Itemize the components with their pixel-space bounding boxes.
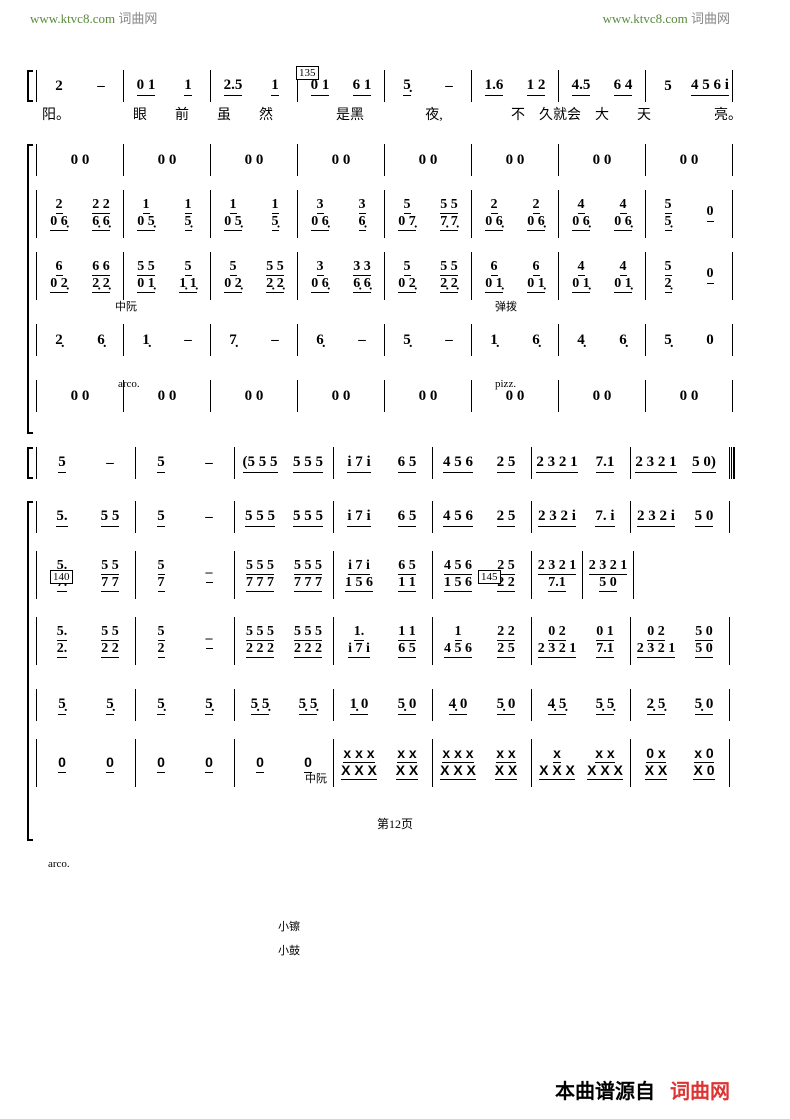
system-2: 5–5–(5 5 55 5 5i 7 i6 54 5 62 52 3 2 17.… <box>35 447 755 787</box>
staff-row-3: 20 6̣2 26̣ 6̣10 5̣15̣10 5̣15̣30 6̣36̣50 … <box>35 190 755 238</box>
annotation: 中阮 <box>115 298 137 314</box>
bracket-vocal <box>27 70 33 102</box>
staff-row-2: 0 00 00 00 00 00 00 00 0 <box>35 144 755 176</box>
score-container: 2–0 112.510 16 15̣–1.61 24.56 454 5 6 i … <box>0 0 790 852</box>
system-1: 2–0 112.510 16 15̣–1.61 24.56 454 5 6 i … <box>35 70 755 412</box>
measure-number: 135 <box>296 66 319 80</box>
annotation: pizz. <box>495 378 516 390</box>
footer-text: 本曲谱源自 <box>555 1081 655 1103</box>
staff-vocal: 2–0 112.510 16 15̣–1.61 24.56 454 5 6 i <box>35 70 755 102</box>
annotation: 小鼓 <box>278 942 300 958</box>
staff-row-5b: 5̣5̣5̣5̣5̣ 5̣5̣ 5̣1̣ 05̣ 04̣ 05̣ 04̣ 5̣5… <box>35 689 755 721</box>
annotation: arco. <box>118 378 140 390</box>
watermark-url: www.ktvc8.com <box>30 11 115 26</box>
staff-row-6b: 000000x x xX X Xx xX Xx x xX X Xx xX XxX… <box>35 739 755 787</box>
footer-link: 词曲网 <box>670 1081 730 1103</box>
watermark-left: www.ktvc8.com 词曲网 <box>30 8 157 27</box>
annotation: arco. <box>48 858 70 870</box>
staff-row-3b: 5.7.5 57 757–5 5 57 7 75 5 57 7 7i 7 i1 … <box>35 551 755 599</box>
measure-number: 145 <box>478 570 501 584</box>
watermark-url: www.ktvc8.com <box>603 11 688 26</box>
annotation: 中阮 <box>305 770 327 786</box>
staff-lyrics: 阳。眼前虽然是黑夜,不久就会大天亮。 <box>35 102 755 126</box>
staff-row-6: 0 00 00 00 00 00 00 00 0 <box>35 380 755 412</box>
annotation: 小镲 <box>278 918 300 934</box>
staff-row-2b: 5.5 55–5 5 55 5 5i 7 i6 54 5 62 52 3 2 i… <box>35 501 755 533</box>
annotation: 弹拨 <box>495 298 517 314</box>
footer: 本曲谱源自 词曲网 <box>555 1075 730 1104</box>
staff-row-4b: 5.2.5 52 252–5 5 52 2 25 5 52 2 21.i 7 i… <box>35 617 755 665</box>
bracket-ensemble <box>27 144 33 434</box>
measure-number: 140 <box>50 570 73 584</box>
staff-vocal-2: 5–5–(5 5 55 5 5i 7 i6 54 5 62 52 3 2 17.… <box>35 447 755 479</box>
page-number: 第12页 <box>35 815 755 832</box>
bracket-ensemble-2 <box>27 501 33 841</box>
staff-row-5: 2̣6̣1̣–7̣–6̣–5̣–1̣6̣4̣6̣5̣0 <box>35 324 755 356</box>
watermark-right: www.ktvc8.com 词曲网 <box>603 8 730 27</box>
staff-row-4: 60 2̣6 62̣ 2̣5 50 1̣51̣ 1̣50 2̣5 52̣ 2̣3… <box>35 252 755 300</box>
bracket-vocal <box>27 447 33 479</box>
